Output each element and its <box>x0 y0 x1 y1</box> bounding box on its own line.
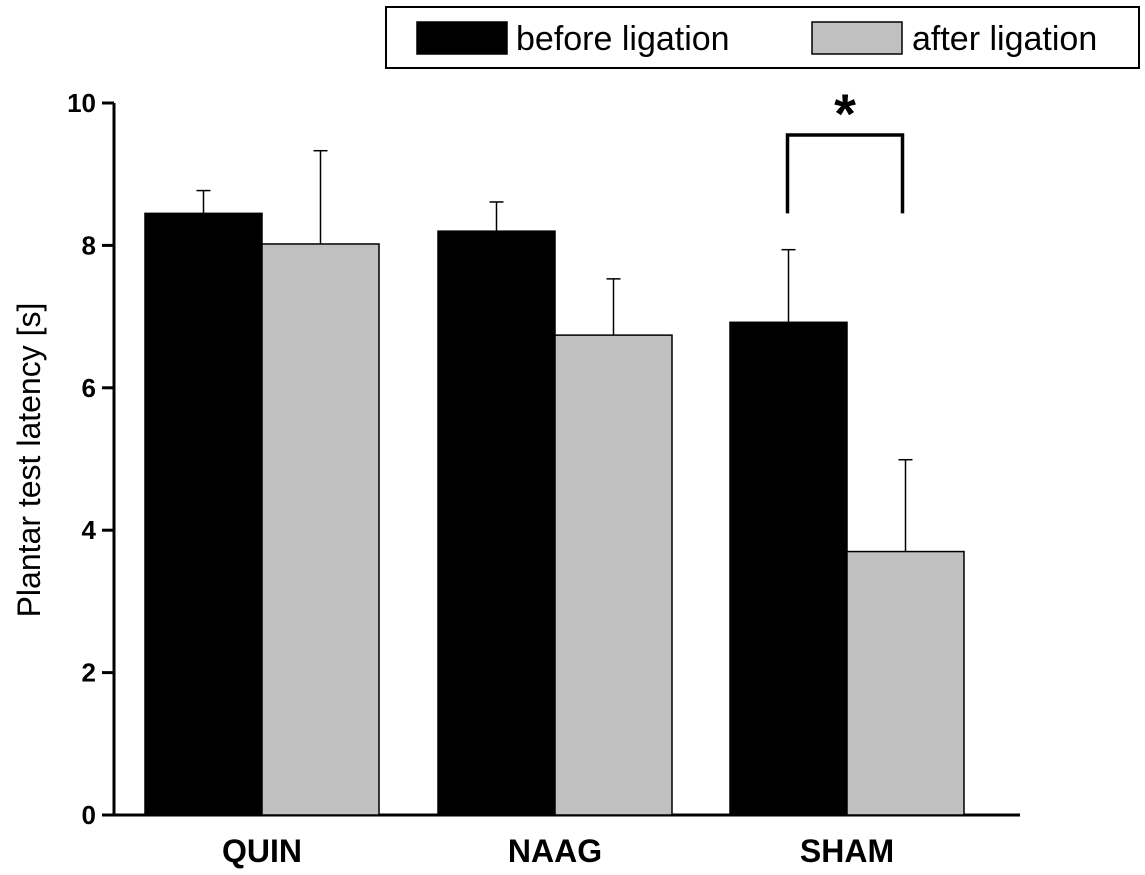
y-axis-label: Plantar test latency [s] <box>11 303 47 618</box>
y-tick-label: 10 <box>67 88 96 118</box>
bar-quin-after <box>261 243 380 816</box>
error-bars <box>196 149 913 552</box>
significance-bracket <box>785 133 905 214</box>
y-tick-label: 0 <box>82 800 96 830</box>
legend-box <box>385 6 1140 69</box>
category-label: NAAG <box>508 833 602 869</box>
y-tick-label: 2 <box>82 658 96 688</box>
y-tick-label: 4 <box>82 515 97 545</box>
category-labels: QUIN NAAG SHAM <box>222 833 894 869</box>
category-label: SHAM <box>800 833 894 869</box>
significance-marker: * <box>834 82 856 145</box>
legend: before ligation after ligation <box>385 6 1140 69</box>
significance-annotation: * <box>785 82 905 214</box>
legend-label: after ligation <box>912 20 1097 58</box>
bar-naag-after <box>554 334 673 816</box>
y-tick-label: 8 <box>82 230 96 260</box>
legend-label: before ligation <box>516 20 730 58</box>
y-ticks: 0 2 4 6 8 10 <box>67 88 114 830</box>
bar-sham-after <box>846 550 965 816</box>
legend-swatch <box>416 21 508 55</box>
category-label: QUIN <box>222 833 302 869</box>
bars <box>144 212 965 816</box>
bar-sham-before <box>729 321 848 816</box>
bar-naag-before <box>437 230 556 816</box>
legend-swatch <box>811 21 903 55</box>
y-tick-label: 6 <box>82 373 96 403</box>
bar-quin-before <box>144 212 263 816</box>
